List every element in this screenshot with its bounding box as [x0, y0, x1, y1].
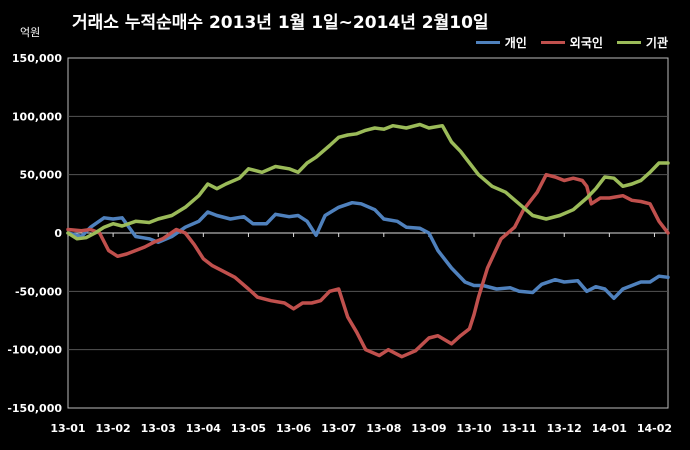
legend-label: 외국인: [569, 36, 603, 50]
x-tick-label: 13-10: [456, 422, 492, 435]
x-tick-label: 13-09: [411, 422, 446, 435]
x-tick-label: 13-12: [547, 422, 582, 435]
legend: 개인 외국인 기관: [475, 34, 668, 51]
series-line-3: [66, 122, 670, 241]
x-tick-label: 13-04: [186, 422, 222, 435]
x-tick-label: 13-01: [50, 422, 85, 435]
chart-title: 거래소 누적순매수 2013년 1월 1일~2014년 2월10일: [72, 13, 489, 33]
y-tick-label: -150,000: [7, 402, 62, 415]
legend-swatch: [616, 41, 641, 44]
series-lines: [66, 122, 670, 359]
x-tick-label: 13-08: [366, 422, 401, 435]
y-tick-label: 50,000: [20, 169, 63, 182]
grid-lines: [68, 115, 668, 351]
y-tick-label: 0: [54, 227, 62, 240]
x-tick-label: 13-05: [231, 422, 266, 435]
legend-swatch: [540, 41, 565, 44]
legend-label: 개인: [504, 36, 527, 50]
series-line-1: [66, 200, 670, 301]
series-line-2: [66, 172, 670, 359]
x-tick-label: 14-01: [592, 422, 627, 435]
axes: -150,000 -100,000 -50,000 0 50,000 100,000 150…: [7, 52, 672, 435]
x-tick-label: 13-06: [276, 422, 312, 435]
x-tick-label: 13-02: [96, 422, 131, 435]
y-tick-label: -100,000: [7, 344, 62, 357]
x-tick-label: 13-03: [141, 422, 176, 435]
x-tick-label: 13-07: [321, 422, 356, 435]
legend-label: 기관: [645, 36, 668, 50]
y-axis-unit: 억원: [20, 26, 41, 39]
y-tick-label: 150,000: [12, 52, 62, 65]
y-tick-label: 100,000: [12, 110, 62, 123]
legend-item-1: 개인: [475, 34, 527, 51]
legend-item-2: 외국인: [540, 34, 603, 51]
legend-item-3: 기관: [616, 34, 668, 51]
x-tick-label: 13-11: [502, 422, 537, 435]
legend-swatch: [475, 41, 500, 44]
x-tick-label: 14-02: [637, 422, 672, 435]
y-tick-label: -50,000: [15, 285, 62, 298]
